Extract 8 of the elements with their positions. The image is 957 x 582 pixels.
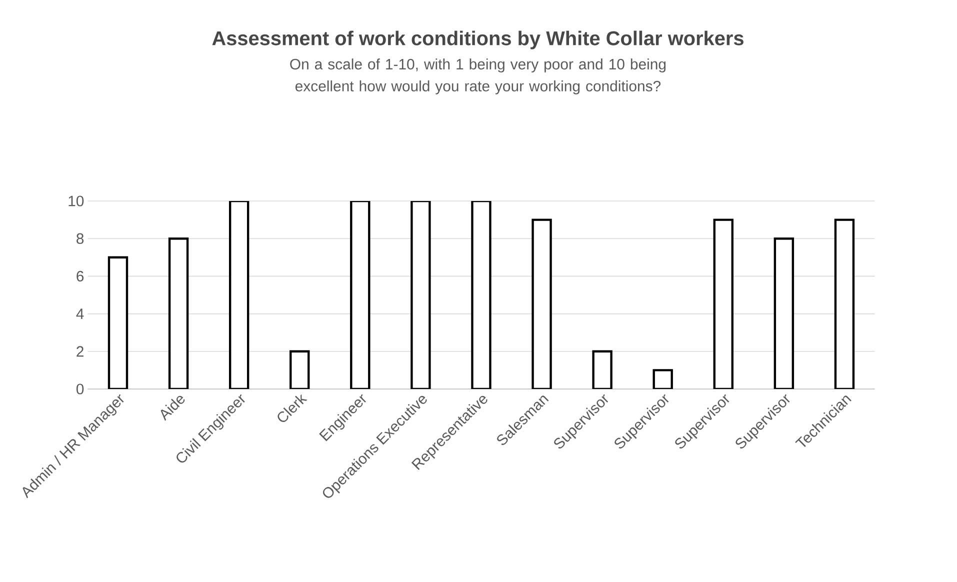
y-tick-label: 2 (76, 346, 84, 357)
y-tick-label: 6 (76, 270, 84, 282)
y-tick-label: 8 (76, 233, 84, 244)
chart-title: Assessment of work conditions by White Collar workers (212, 30, 744, 50)
y-tick-label: 4 (76, 308, 84, 319)
chart-subtitle: On a scale of 1-10, with 1 being very poor and 10 being excellent how would you rate your working conditions? (290, 58, 666, 94)
y-tick-label: 10 (68, 196, 84, 206)
y-tick-label: 0 (76, 384, 84, 394)
